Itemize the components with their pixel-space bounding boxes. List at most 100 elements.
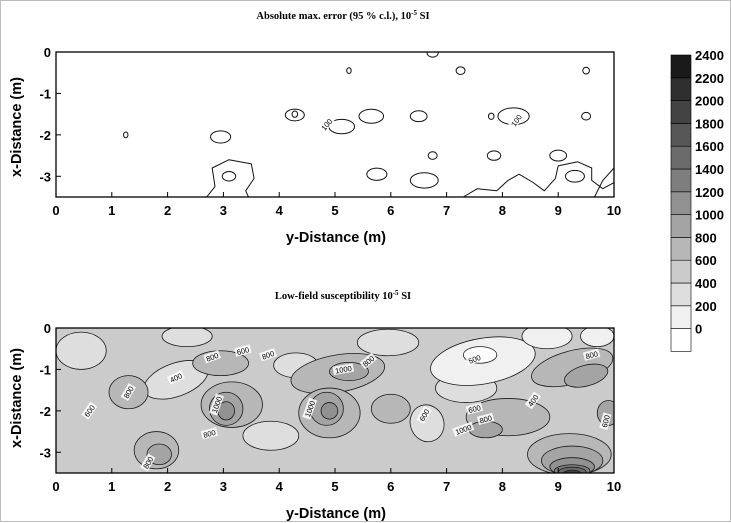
x-tick-label-5: 5 — [331, 479, 338, 494]
svg-text:600: 600 — [600, 414, 612, 428]
contour-line-1 — [291, 110, 299, 118]
x-tick-label-8: 8 — [499, 479, 506, 494]
colorbar-swatch-1000 — [670, 214, 692, 238]
colorbar-swatch-2200 — [670, 77, 692, 101]
contour-path-0 — [206, 159, 255, 197]
contour-line-16 — [210, 130, 232, 144]
x-tick-label-9: 9 — [555, 479, 562, 494]
x-axis-label-error: y-Distance (m) — [286, 230, 386, 246]
colorbar-label-2400: 2400 — [695, 48, 724, 63]
x-tick-label-4: 4 — [276, 479, 284, 494]
x-tick-label-10: 10 — [607, 203, 621, 218]
svg-text:600: 600 — [467, 403, 481, 415]
colorbar-swatch-1800 — [670, 123, 692, 147]
contour-line-13 — [346, 67, 352, 75]
contour-label-7: 800 — [200, 427, 219, 440]
panel-title-susceptibility: Low-field susceptibility 10-5 SI — [275, 289, 411, 302]
y-tick-label--2: -2 — [39, 128, 51, 143]
colorbar-label-2000: 2000 — [695, 94, 724, 109]
colorbar-label-1800: 1800 — [695, 116, 724, 131]
svg-text:800: 800 — [585, 349, 599, 361]
contour-region-2 — [161, 328, 213, 348]
colorbar-swatch-800 — [670, 237, 692, 261]
x-tick-label-5: 5 — [331, 203, 338, 218]
x-tick-label-4: 4 — [276, 203, 284, 218]
colorbar-swatch-1600 — [670, 145, 692, 170]
colorbar-label-400: 400 — [695, 276, 717, 291]
colorbar-swatch-0 — [670, 328, 692, 352]
contour-region-10 — [580, 328, 614, 348]
contour-region-26 — [563, 363, 609, 388]
contour-region-6 — [409, 404, 445, 443]
contour-line-18 — [564, 169, 585, 183]
colorbar-swatch-400 — [670, 282, 692, 307]
colorbar-swatch-200 — [670, 305, 692, 329]
colorbar-swatch-1200 — [670, 191, 692, 215]
contour-line-10 — [582, 66, 590, 75]
contour-path-2 — [594, 167, 614, 197]
contour-region-31 — [320, 402, 339, 420]
x-tick-label-1: 1 — [108, 479, 115, 494]
contour-label-10: 1000 — [332, 363, 355, 376]
y-axis-label-error: x-Distance (m) — [9, 77, 25, 177]
colorbar-label-1600: 1600 — [695, 139, 724, 154]
contour-label-5: 800 — [259, 347, 277, 362]
contour-line-5 — [455, 66, 466, 75]
x-tick-label-8: 8 — [499, 203, 506, 218]
contour-label-15: 800 — [476, 412, 495, 425]
contour-line-15 — [409, 172, 439, 189]
y-tick-label--3: -3 — [39, 445, 51, 460]
contour-line-7 — [486, 150, 502, 161]
contour-region-5 — [356, 328, 420, 357]
contour-line-6 — [427, 151, 438, 160]
colorbar-swatch-600 — [670, 259, 692, 284]
contour-path-1 — [463, 161, 614, 197]
contour-line-20 — [426, 52, 439, 58]
colorbar-label-1000: 1000 — [695, 208, 724, 223]
y-tick-label-0: 0 — [44, 321, 51, 336]
contour-region-4 — [242, 420, 300, 451]
contour-label-18: 800 — [582, 348, 601, 361]
x-tick-label-2: 2 — [164, 203, 171, 218]
contour-label-4: 600 — [234, 344, 252, 357]
colorbar: 0 200 400 600 800 1000 1200 1400 1600 1800 2000 220… — [670, 48, 724, 352]
y-tick-label--1: -1 — [39, 86, 51, 101]
x-tick-label-7: 7 — [443, 479, 450, 494]
y-axis-label-susceptibility: x-Distance (m) — [9, 348, 25, 448]
panel-title-error: Absolute max. error (95 % c.l.), 10-5 SI — [256, 9, 429, 22]
x-tick-label-6: 6 — [387, 203, 394, 218]
contour-label-19: 600 — [599, 412, 612, 430]
contour-region-9 — [521, 328, 573, 350]
panel-susceptibility: Low-field susceptibility 10-5 SI 6008004… — [9, 289, 621, 522]
colorbar-label-2200: 2200 — [695, 71, 724, 86]
x-tick-label-6: 6 — [387, 479, 394, 494]
contour-line-17 — [221, 171, 237, 182]
x-tick-label-0: 0 — [52, 479, 59, 494]
x-tick-label-10: 10 — [607, 479, 621, 494]
colorbar-swatch-1400 — [670, 168, 692, 193]
svg-text:800: 800 — [261, 349, 276, 362]
plot-area-error: 100 1000 1 2 3 4 5 6 7 8 9 100-1-2-3 — [39, 45, 621, 218]
contour-region-17 — [370, 393, 411, 424]
contour-line-3 — [358, 108, 385, 124]
colorbar-label-800: 800 — [695, 230, 717, 245]
contour-region-0 — [56, 331, 107, 370]
colorbar-label-1200: 1200 — [695, 185, 724, 200]
svg-text:800: 800 — [202, 428, 216, 440]
colorbar-label-0: 0 — [695, 322, 702, 337]
contour-line-11 — [581, 111, 592, 121]
x-tick-label-3: 3 — [220, 203, 227, 218]
colorbar-label-600: 600 — [695, 253, 717, 268]
y-tick-label-0: 0 — [44, 45, 51, 60]
x-tick-label-1: 1 — [108, 203, 115, 218]
contour-line-12 — [487, 112, 495, 120]
contour-line-4 — [409, 110, 428, 123]
y-tick-label--3: -3 — [39, 169, 51, 184]
svg-text:600: 600 — [236, 345, 250, 357]
x-tick-label-3: 3 — [220, 479, 227, 494]
contour-line-9 — [549, 149, 568, 162]
x-tick-label-7: 7 — [443, 203, 450, 218]
panel-error: Absolute max. error (95 % c.l.), 10-5 SI… — [9, 9, 621, 246]
